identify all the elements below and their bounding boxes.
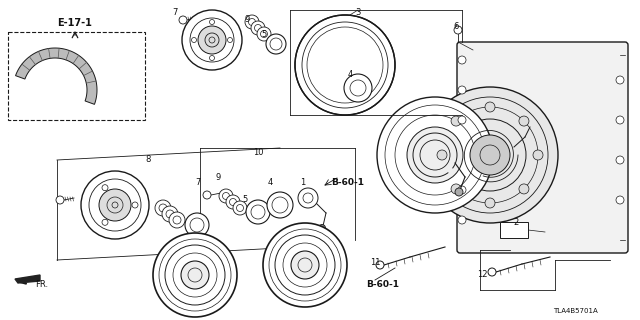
Circle shape [56,196,64,204]
Circle shape [263,223,347,307]
Circle shape [485,198,495,208]
Text: 5: 5 [243,195,248,204]
Text: 9: 9 [216,173,221,182]
FancyBboxPatch shape [457,42,628,253]
Text: 3: 3 [355,8,361,17]
Circle shape [422,87,558,223]
Circle shape [251,21,265,35]
Text: 11: 11 [370,258,380,267]
Text: 7: 7 [172,8,178,17]
Circle shape [203,191,211,199]
Circle shape [616,196,624,204]
Text: 9: 9 [244,15,250,24]
Text: 7: 7 [195,178,201,187]
Circle shape [616,156,624,164]
Circle shape [181,261,209,289]
Circle shape [451,116,461,126]
Circle shape [219,189,233,203]
Circle shape [291,251,319,279]
Text: 12: 12 [477,270,487,279]
Circle shape [519,116,529,126]
Circle shape [376,261,384,269]
Circle shape [155,200,171,216]
Text: 8: 8 [145,155,150,164]
Circle shape [437,150,447,160]
Circle shape [519,184,529,194]
Text: 10: 10 [253,148,263,157]
Circle shape [162,206,178,222]
Circle shape [458,116,466,124]
Polygon shape [15,48,97,104]
Circle shape [245,15,259,29]
Circle shape [454,26,462,34]
Circle shape [451,184,461,194]
Text: 5: 5 [261,30,267,39]
Text: 4: 4 [268,178,273,187]
Circle shape [616,116,624,124]
Text: E-17-1: E-17-1 [58,18,92,28]
Circle shape [266,34,286,54]
Circle shape [257,27,271,41]
Bar [8,32,145,120]
Text: 1: 1 [300,178,306,187]
Circle shape [226,195,240,209]
Text: TLA4B5701A: TLA4B5701A [552,308,597,314]
Text: B-60-1: B-60-1 [367,280,399,289]
Circle shape [179,16,187,24]
Circle shape [298,188,318,208]
Circle shape [377,97,493,213]
Circle shape [470,135,510,175]
Circle shape [344,74,372,102]
Circle shape [458,216,466,224]
Circle shape [267,192,293,218]
Circle shape [319,225,326,231]
Circle shape [407,127,463,183]
Circle shape [185,213,209,237]
Polygon shape [15,275,40,283]
Circle shape [458,56,466,64]
Circle shape [295,15,395,115]
Ellipse shape [297,17,393,113]
Circle shape [458,86,466,94]
Circle shape [233,201,247,215]
Text: 2: 2 [513,218,518,227]
Circle shape [488,268,496,276]
Text: 6: 6 [453,22,459,31]
Circle shape [169,212,185,228]
Circle shape [455,188,463,196]
Text: B-60-1: B-60-1 [332,178,365,187]
Circle shape [246,200,270,224]
Circle shape [616,76,624,84]
Circle shape [81,171,149,239]
Circle shape [329,49,361,81]
Circle shape [99,189,131,221]
Text: 4: 4 [348,70,353,79]
Circle shape [485,102,495,112]
Circle shape [458,186,466,194]
Circle shape [153,233,237,317]
Circle shape [198,26,226,54]
Circle shape [533,150,543,160]
Bar [500,222,528,238]
Text: FR.: FR. [35,280,49,289]
Circle shape [182,10,242,70]
